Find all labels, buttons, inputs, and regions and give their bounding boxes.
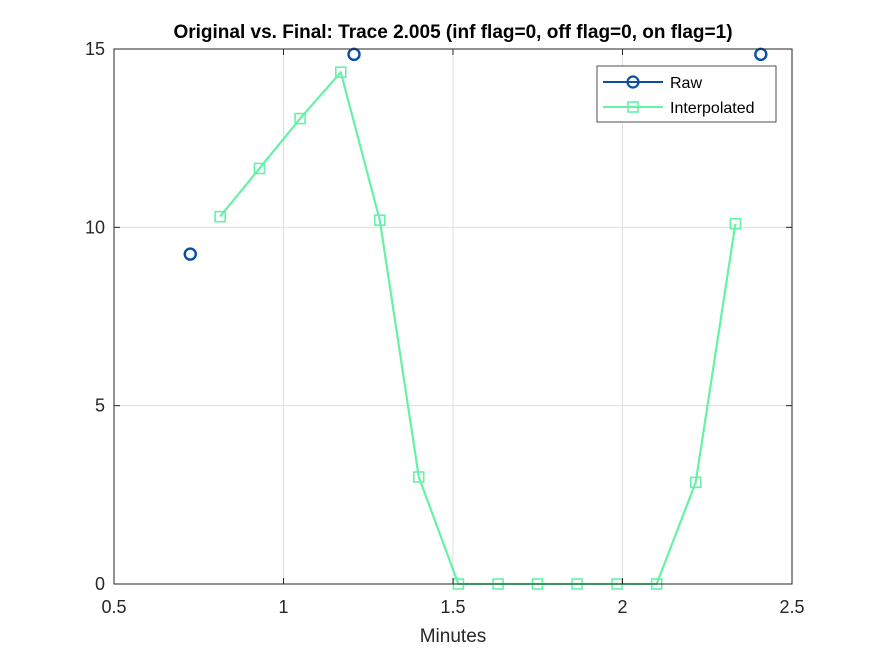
data-point	[689, 476, 702, 489]
x-tick-label: 1	[278, 597, 288, 617]
x-tick-label: 2.5	[779, 597, 804, 617]
y-tick-label: 0	[95, 574, 105, 594]
data-point	[183, 247, 197, 261]
x-tick-label: 0.5	[101, 597, 126, 617]
data-point	[729, 217, 742, 230]
data-point	[294, 112, 306, 125]
y-tick-label: 15	[85, 39, 105, 59]
x-tick-label: 2	[617, 597, 627, 617]
y-tick-label: 5	[95, 396, 105, 416]
data-point	[334, 66, 347, 78]
legend-interpolated-label: Interpolated	[670, 100, 755, 117]
chart-title: Original vs. Final: Trace 2.005 (inf fla…	[173, 22, 732, 43]
legend-interpolated-marker	[627, 101, 639, 113]
legend-box	[596, 65, 777, 123]
data-point	[412, 471, 425, 483]
legend-raw-marker	[626, 75, 640, 89]
x-axis-label: Minutes	[420, 626, 487, 647]
data-point	[214, 210, 226, 223]
y-tick-label: 10	[85, 217, 105, 237]
data-point	[373, 214, 386, 226]
x-tick-label: 1.5	[440, 597, 465, 617]
legend: Raw Interpolated	[596, 65, 777, 123]
data-point	[253, 162, 266, 175]
legend-raw-label: Raw	[670, 75, 702, 92]
ticks: 0.5 1 1.5 2 2.5 0 5 10 15	[85, 39, 805, 617]
